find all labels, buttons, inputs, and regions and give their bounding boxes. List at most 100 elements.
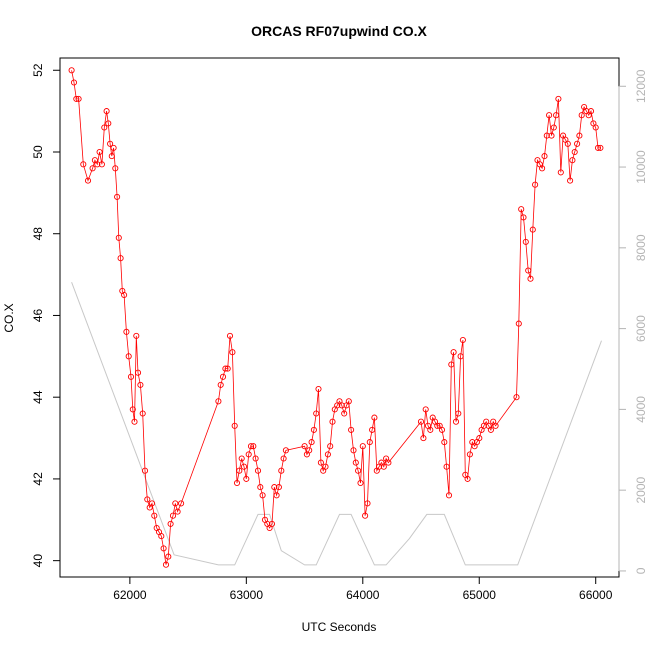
data-point [250,443,257,450]
data-point [452,418,460,425]
data-point [352,459,359,466]
data-point [543,132,550,139]
data-point [165,553,172,560]
data-point [101,124,108,131]
data-point [80,161,87,168]
data-point [127,373,135,380]
series-line-left [71,70,601,565]
data-point [94,161,101,168]
data-point [98,161,105,168]
data-point [574,140,581,147]
y-tick-label: 50 [31,145,45,159]
data-point [107,140,114,147]
data-point [131,418,138,425]
data-point [70,79,78,86]
data-point [313,410,320,417]
data-point [546,112,553,119]
data-point [89,165,96,172]
data-point [268,520,276,527]
y-tick-label: 46 [31,308,45,322]
y-tick-label: 48 [31,227,45,241]
data-point [215,398,222,405]
plot-area [59,57,620,578]
data-point [144,496,151,503]
data-point [115,234,122,241]
data-point [338,402,345,409]
data-point [315,385,322,393]
data-point [103,108,110,115]
data-point [141,467,149,474]
data-point [371,414,378,421]
data-point [380,463,387,470]
data-point [539,165,546,172]
data-point [557,169,564,176]
data-point [362,512,369,519]
data-point [350,447,357,454]
data-point [68,67,75,74]
x-tick-label: 62000 [113,588,147,602]
data-point [329,418,336,425]
y-right-tick-label: 0 [634,567,648,574]
series-line-right [71,282,602,566]
data-point [518,206,525,213]
data-point [129,406,136,413]
y-right-tick-label: 6000 [634,315,648,342]
data-point [226,332,234,339]
data-point [121,291,128,299]
data-point [240,463,248,470]
y-axis-right: 0 2000 4000 6000 8000 10000 12000 [618,69,648,574]
x-tick-label: 64000 [346,588,380,602]
data-point [162,561,170,568]
data-point [427,426,434,433]
data-point [151,512,158,519]
data-point [243,475,250,482]
y-right-tick-label: 4000 [634,396,648,423]
data-point [487,426,494,433]
data-point [541,153,548,160]
data-point [233,479,241,487]
data-point [420,435,427,442]
data-point [364,500,371,507]
data-point [597,144,604,151]
data-point [592,124,599,131]
data-point [273,492,280,499]
data-point [84,177,92,184]
data-point [271,484,278,491]
data-point [522,238,529,245]
data-point [247,443,255,450]
data-point [422,406,429,413]
data-point [322,463,329,470]
y-right-tick-label: 8000 [634,234,648,261]
data-point [369,426,376,433]
data-point [455,410,462,417]
data-point [134,369,142,376]
data-point [457,353,464,360]
data-point [275,484,282,491]
data-point [355,467,362,474]
data-point [231,422,238,429]
data-point [513,394,520,401]
data-point [219,373,227,380]
data-point [587,108,595,115]
data-point [327,443,334,450]
right-axis-series-group [71,282,602,566]
data-point [450,349,457,356]
data-point [553,112,560,119]
data-point [548,132,555,139]
data-point [578,112,585,119]
data-point [569,157,576,164]
y-axis-label: CO.X [2,303,16,332]
x-tick-label: 66000 [579,588,613,602]
chart-title: ORCAS RF07upwind CO.X [251,23,427,39]
data-point [571,148,578,156]
y-tick-label: 52 [31,63,45,77]
data-point [178,500,185,507]
data-point [73,95,80,102]
y-axis: 40 42 44 46 48 50 52 [31,63,61,567]
data-point [348,426,355,433]
y-right-tick-label: 10000 [634,150,648,184]
data-point [280,455,287,462]
data-point [564,140,571,147]
data-point [252,455,259,462]
data-point [359,443,366,450]
